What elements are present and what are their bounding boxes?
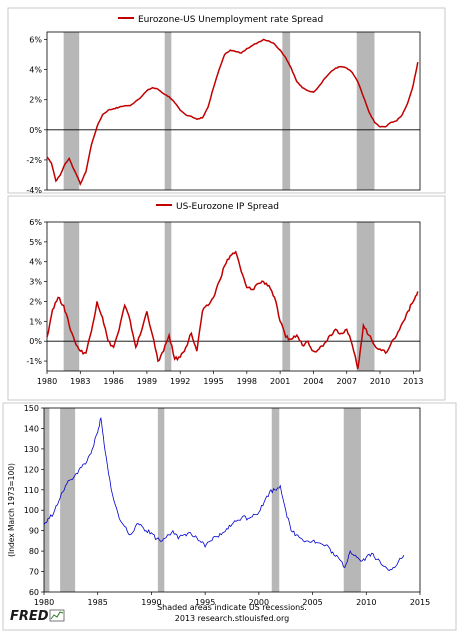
source-note: 2013 research.stlouisfed.org <box>175 614 289 623</box>
y-tick-label: 70 <box>29 568 39 577</box>
legend-label: US-Eurozone IP Spread <box>176 202 279 212</box>
recession-band <box>356 222 375 371</box>
x-tick-label: 2004 <box>303 377 323 386</box>
x-tick-label: 1990 <box>141 598 161 607</box>
recession-band <box>63 32 80 190</box>
x-tick-label: 1989 <box>137 377 157 386</box>
recession-band <box>44 408 50 592</box>
plot-area <box>46 31 421 191</box>
y-tick-label: -4% <box>26 186 42 195</box>
recession-band <box>63 222 80 371</box>
y-tick-label: 2% <box>29 297 42 306</box>
y-tick-label: 60 <box>29 588 39 597</box>
plot-area <box>46 221 421 372</box>
recession-band <box>271 408 280 592</box>
y-tick-label: 150 <box>24 404 39 413</box>
y-tick-label: 100 <box>24 506 39 515</box>
x-tick-label: 1980 <box>34 598 54 607</box>
x-tick-label: 2013 <box>403 377 423 386</box>
y-tick-label: 120 <box>24 465 39 474</box>
fred-logo-line-icon <box>50 611 64 620</box>
x-tick-label: 2005 <box>302 598 322 607</box>
y-tick-label: 5% <box>29 238 42 247</box>
x-tick-label: 2010 <box>370 377 390 386</box>
panel-frame <box>7 7 446 194</box>
plot-area <box>43 407 421 593</box>
x-tick-label: 2015 <box>410 598 430 607</box>
recession-band <box>356 32 375 190</box>
recession-band <box>164 222 172 371</box>
recession-note: Shaded areas indicate US recessions. <box>157 603 307 612</box>
x-tick-label: 2007 <box>337 377 357 386</box>
recession-band <box>282 222 291 371</box>
x-tick-label: 2000 <box>249 598 269 607</box>
x-tick-label: 1980 <box>37 377 57 386</box>
x-tick-label: 2001 <box>270 377 290 386</box>
recession-band <box>60 408 76 592</box>
y-tick-label: 4% <box>29 66 42 75</box>
y-tick-label: 0% <box>29 337 42 346</box>
y-tick-label: 4% <box>29 258 42 267</box>
ip-spread-chart: US-Eurozone IP Spread 6% 5% 4% 3% 2% 1% 0% -1% 1… <box>7 195 446 401</box>
series-line <box>46 38 419 186</box>
footer: FRED Shaded areas indicate US recessions… <box>10 603 307 624</box>
x-tick-label: 1986 <box>103 377 123 386</box>
y-tick-label: -1% <box>26 357 42 366</box>
unemployment-spread-chart: Eurozone-US Unemployment rate Spread 6% 4… <box>7 7 446 195</box>
y-tick-label: -2% <box>26 156 42 165</box>
x-tick-label: 1998 <box>237 377 257 386</box>
y-axis-label: (Index March 1973=100) <box>7 463 16 557</box>
recession-band <box>282 32 291 190</box>
y-tick-label: 110 <box>24 486 39 495</box>
x-tick-label: 1985 <box>88 598 108 607</box>
fred-logo-graph-icon <box>49 609 65 622</box>
x-tick-label: 1995 <box>195 598 215 607</box>
x-tick-label: 2010 <box>356 598 376 607</box>
panel-frame <box>7 195 446 401</box>
series-line <box>46 250 419 370</box>
y-tick-label: 130 <box>24 445 39 454</box>
x-tick-label: 1995 <box>203 377 223 386</box>
y-tick-label: 80 <box>29 547 39 556</box>
fred-logo: FRED <box>10 609 49 624</box>
y-tick-label: 140 <box>24 424 39 433</box>
y-tick-label: 6% <box>29 218 42 227</box>
y-tick-label: 3% <box>29 278 42 287</box>
recession-band <box>164 32 172 190</box>
y-tick-label: 1% <box>29 317 42 326</box>
recession-band <box>157 408 165 592</box>
legend-label: Eurozone-US Unemployment rate Spread <box>138 15 323 25</box>
x-tick-label: 1992 <box>170 377 190 386</box>
y-tick-label: 2% <box>29 96 42 105</box>
y-tick-label: 6% <box>29 36 42 45</box>
y-tick-label: 90 <box>29 527 39 536</box>
recession-band <box>343 408 361 592</box>
panel-frame <box>2 402 457 631</box>
y-tick-label: 0% <box>29 126 42 135</box>
fred-index-chart: (Index March 1973=100) 150 140 130 120 110 10… <box>2 402 457 631</box>
x-tick-label: 1983 <box>70 377 90 386</box>
